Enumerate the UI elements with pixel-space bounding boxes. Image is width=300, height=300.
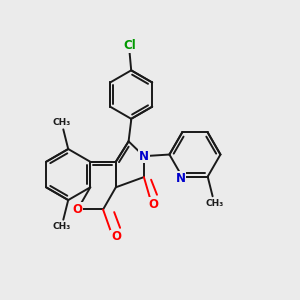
Text: O: O (73, 203, 82, 216)
Text: O: O (148, 198, 158, 211)
Text: CH₃: CH₃ (52, 222, 71, 231)
Text: CH₃: CH₃ (205, 199, 224, 208)
Text: CH₃: CH₃ (52, 118, 71, 127)
Text: O: O (111, 230, 121, 244)
Text: N: N (176, 172, 185, 185)
Text: N: N (139, 150, 149, 163)
Text: Cl: Cl (123, 39, 136, 52)
